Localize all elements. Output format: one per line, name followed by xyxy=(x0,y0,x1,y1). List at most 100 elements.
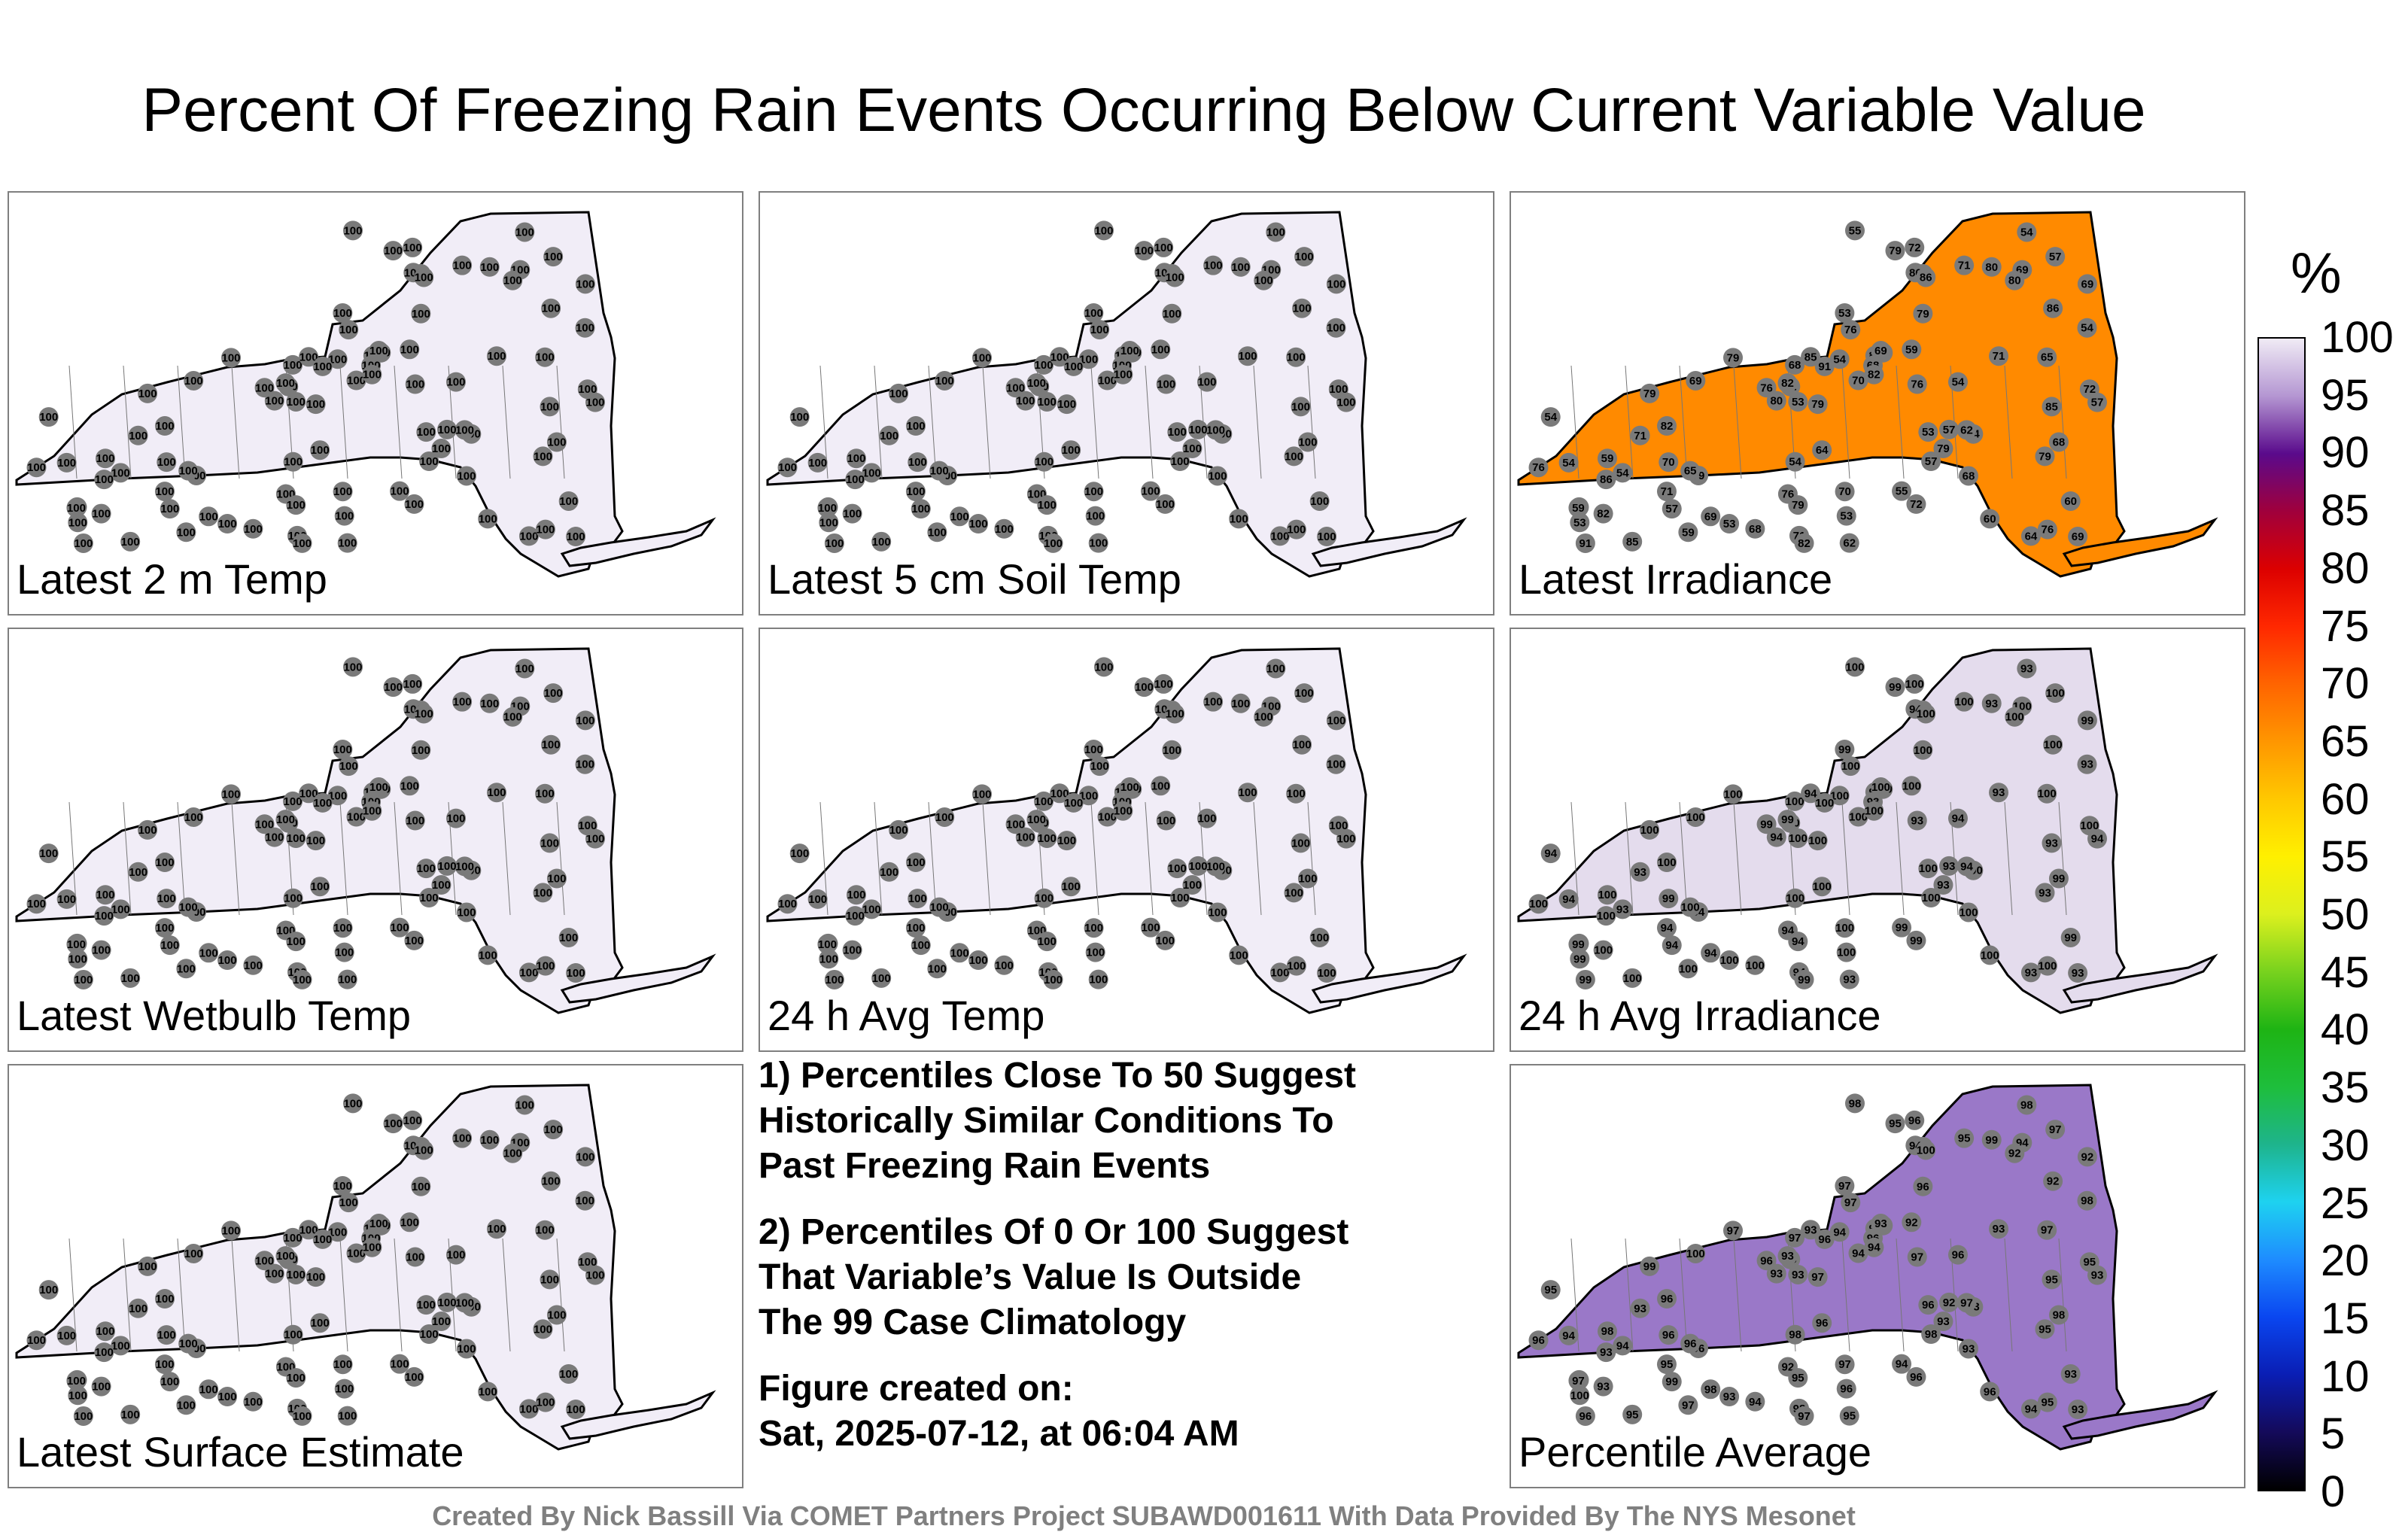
station-value: 68 xyxy=(1749,523,1762,536)
county-line xyxy=(928,801,937,916)
station-marker: 100 xyxy=(327,1222,348,1242)
station-circle xyxy=(1918,422,1938,442)
station-circle xyxy=(950,506,970,527)
station-value: 92 xyxy=(1943,1296,1956,1309)
station-marker: 100 xyxy=(217,1387,238,1407)
station-marker: 100 xyxy=(911,935,931,956)
station-circle xyxy=(1864,364,1884,385)
station-circle xyxy=(1659,452,1679,473)
station-marker: 99 xyxy=(1777,810,1798,830)
station-circle xyxy=(927,522,947,543)
station-circle xyxy=(1723,784,1744,804)
station-circle xyxy=(342,220,363,241)
station-marker: 71 xyxy=(1989,346,2009,366)
county-line xyxy=(1841,1238,1850,1352)
station-marker: 100 xyxy=(1841,756,1861,777)
station-marker: 97 xyxy=(1835,1354,1855,1375)
station-value: 100 xyxy=(1062,880,1081,893)
station-value: 98 xyxy=(1704,1383,1717,1396)
station-marker: 93 xyxy=(2017,658,2037,679)
station-marker: 100 xyxy=(437,1292,458,1312)
station-circle xyxy=(91,503,111,524)
station-value: 100 xyxy=(92,1381,111,1394)
station-value: 100 xyxy=(311,1317,330,1330)
station-circle xyxy=(1088,533,1108,553)
station-value: 93 xyxy=(1723,1391,1736,1403)
station-value: 100 xyxy=(1285,450,1303,463)
station-marker: 100 xyxy=(478,509,498,529)
station-circle xyxy=(908,452,928,473)
station-circle xyxy=(1134,241,1154,261)
station-marker: 100 xyxy=(1061,440,1081,460)
station-marker: 100 xyxy=(369,1214,389,1234)
station-circle xyxy=(455,1293,475,1313)
station-circle xyxy=(346,807,366,827)
station-marker: 94 xyxy=(1558,1325,1579,1345)
station-value: 100 xyxy=(1865,805,1884,818)
station-value: 100 xyxy=(1287,788,1306,801)
station-circle xyxy=(404,494,424,514)
station-circle xyxy=(38,843,59,864)
station-value: 100 xyxy=(908,456,927,469)
station-circle xyxy=(111,899,131,919)
station-circle xyxy=(1659,1325,1679,1345)
station-value: 100 xyxy=(67,1375,86,1388)
station-circle xyxy=(908,889,928,909)
station-circle xyxy=(2060,927,2081,947)
station-marker: 100 xyxy=(292,533,312,553)
station-value: 76 xyxy=(1760,381,1773,394)
station-value: 100 xyxy=(519,966,538,979)
station-circle xyxy=(515,222,535,242)
ny-state-outline xyxy=(766,211,1375,578)
station-value: 54 xyxy=(1952,376,1965,389)
station-marker: 100 xyxy=(390,1354,410,1374)
station-value: 57 xyxy=(1925,455,1938,468)
station-value: 100 xyxy=(567,530,585,543)
station-marker: 93 xyxy=(2068,1400,2088,1420)
station-value: 100 xyxy=(276,813,295,826)
station-marker: 100 xyxy=(1921,888,1941,908)
station-marker: 100 xyxy=(94,906,114,926)
station-marker: 100 xyxy=(575,754,595,774)
station-marker: 59 xyxy=(1597,448,1617,469)
station-marker: 100 xyxy=(871,531,892,552)
station-value: 100 xyxy=(1786,892,1804,905)
station-value: 100 xyxy=(222,788,241,801)
station-value: 100 xyxy=(384,245,403,257)
station-marker: 100 xyxy=(437,419,458,439)
station-value: 100 xyxy=(1006,818,1025,831)
colorbar-tick-label: 65 xyxy=(2321,716,2370,766)
station-circle xyxy=(2017,222,2037,242)
station-value: 100 xyxy=(244,1396,263,1409)
station-marker: 100 xyxy=(929,460,950,481)
station-circle xyxy=(2068,1400,2088,1420)
station-value: 100 xyxy=(129,1302,147,1315)
station-value: 57 xyxy=(2091,397,2104,409)
station-circle xyxy=(1947,808,1968,828)
station-circle xyxy=(327,1222,348,1242)
station-circle xyxy=(2068,527,2088,547)
station-marker: 100 xyxy=(518,1399,539,1419)
station-value: 96 xyxy=(1579,1410,1592,1423)
station-value: 70 xyxy=(1662,456,1675,469)
station-circle xyxy=(1788,391,1808,412)
station-value: 100 xyxy=(333,743,352,756)
station-circle xyxy=(994,518,1014,539)
station-marker: 100 xyxy=(546,432,567,452)
station-marker: 100 xyxy=(1902,776,1922,796)
station-marker: 100 xyxy=(1622,968,1643,988)
station-marker: 100 xyxy=(38,407,59,427)
station-value: 100 xyxy=(199,510,218,523)
station-value: 93 xyxy=(2072,1403,2084,1416)
station-value: 79 xyxy=(1792,499,1804,512)
station-value: 100 xyxy=(973,351,992,364)
station-circle xyxy=(2037,1220,2057,1240)
station-circle xyxy=(339,320,359,340)
station-marker: 100 xyxy=(1113,364,1133,385)
station-circle xyxy=(339,756,359,777)
station-circle xyxy=(342,1093,363,1114)
station-circle xyxy=(2048,1305,2069,1325)
colorbar-unit: % xyxy=(2291,242,2342,305)
station-marker: 100 xyxy=(1085,506,1105,526)
station-value: 100 xyxy=(1084,922,1103,935)
